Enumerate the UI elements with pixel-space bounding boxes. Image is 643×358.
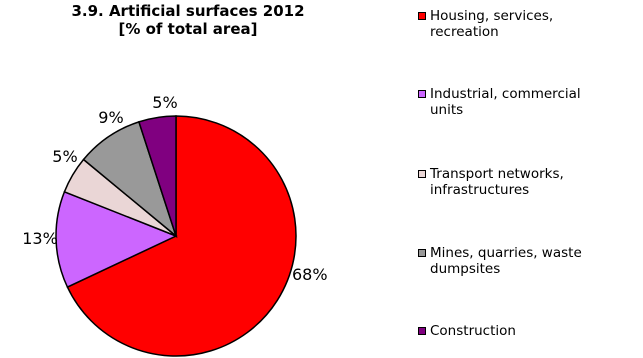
legend-swatch: [418, 170, 426, 178]
pie-slice-1: [66, 115, 297, 357]
legend-label: Industrial, commercial units: [430, 86, 581, 118]
slice-data-label-4: 9%: [98, 108, 123, 127]
pie-slice-5: [137, 115, 177, 237]
legend-label: Mines, quarries, waste dumpsites: [430, 245, 582, 277]
legend-swatch: [418, 12, 426, 20]
legend-swatch: [418, 327, 426, 335]
slice-data-label-3: 5%: [52, 147, 77, 166]
slice-data-label-1: 68%: [292, 265, 328, 284]
legend-label: Transport networks, infrastructures: [430, 166, 564, 198]
legend-label: Construction: [430, 323, 516, 339]
slice-data-label-2: 13%: [22, 229, 58, 248]
legend-label: Housing, services, recreation: [430, 8, 554, 40]
slice-data-label-5: 5%: [152, 93, 177, 112]
chart-title-line-1: 3.9. Artificial surfaces 2012: [71, 2, 305, 20]
legend-swatch: [418, 249, 426, 257]
chart-title-line-2: [% of total area]: [118, 20, 258, 38]
legend-swatch: [418, 90, 426, 98]
pie-chart: 68% 13% 5% 9% 5%: [22, 93, 328, 357]
pie-slice-2: [55, 190, 178, 289]
chart-title: 3.9. Artificial surfaces 2012 [% of tota…: [18, 2, 358, 38]
